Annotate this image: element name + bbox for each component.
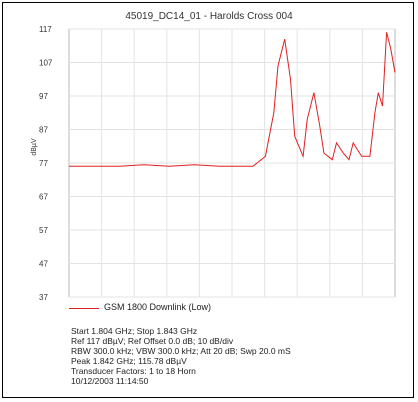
y-tick-label: 67 bbox=[39, 193, 48, 202]
report-frame: 45019_DC14_01 - Harolds Cross 004 117 107… bbox=[2, 2, 414, 398]
series-line-gsm-1800 bbox=[69, 32, 396, 167]
y-tick-label: 37 bbox=[39, 293, 48, 302]
legend-swatch bbox=[69, 308, 99, 309]
legend-entry: GSM 1800 Downlink (Low) bbox=[104, 302, 212, 312]
measurement-info: Start 1.804 GHz; Stop 1.843 GHz Ref 117 … bbox=[71, 326, 291, 386]
y-tick-label: 77 bbox=[39, 159, 48, 168]
spectrum-chart: 117 107 97 87 77 67 57 47 37 dBµV bbox=[31, 25, 396, 302]
y-tick-label: 107 bbox=[39, 59, 53, 68]
y-tick-label: 57 bbox=[39, 226, 48, 235]
y-tick-label: 47 bbox=[39, 260, 48, 269]
info-line-peak: Peak 1.842 GHz; 115.78 dBµV bbox=[71, 356, 187, 366]
y-tick-label: 87 bbox=[39, 126, 48, 135]
info-line-transducer: Transducer Factors: 1 to 18 Horn bbox=[71, 366, 196, 376]
chart-title: 45019_DC14_01 - Harolds Cross 004 bbox=[125, 11, 293, 22]
y-tick-label: 117 bbox=[39, 25, 52, 34]
y-tick-label: 97 bbox=[39, 92, 48, 101]
info-line-frequency: Start 1.804 GHz; Stop 1.843 GHz bbox=[71, 326, 198, 336]
info-line-timestamp: 10/12/2003 11:14:50 bbox=[71, 376, 149, 386]
info-line-bandwidth: RBW 300.0 kHz; VBW 300.0 kHz; Att 20 dB;… bbox=[71, 346, 291, 356]
info-line-reference: Ref 117 dBµV; Ref Offset 0.0 dB; 10 dB/d… bbox=[71, 336, 234, 346]
y-axis-label: dBµV bbox=[31, 138, 38, 156]
